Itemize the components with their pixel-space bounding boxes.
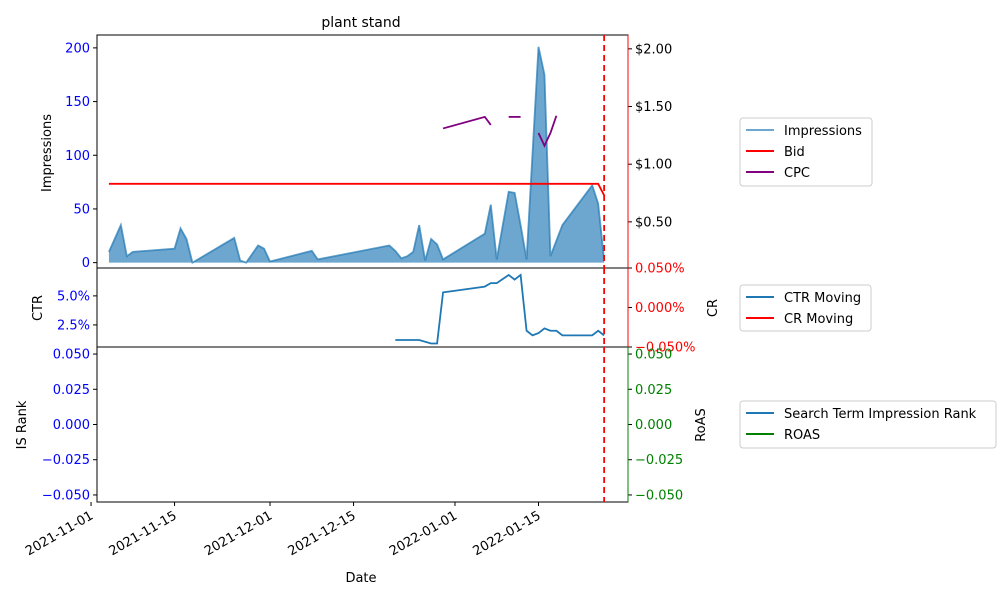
- bottom-left-ylabel: IS Rank: [15, 400, 30, 449]
- top-panel: 0 50 100 150 200 $0.50 $1.00 $1.50 $2.00: [65, 35, 672, 271]
- x-tick-label: 2022-01-15: [471, 508, 544, 559]
- top-left-tick-label: 50: [73, 202, 90, 217]
- x-tick-label: 2021-11-01: [23, 508, 96, 559]
- legend-label-cpc: CPC: [784, 166, 810, 181]
- x-tick-label: 2022-01-01: [387, 508, 460, 559]
- top-series-impressions-line: [108, 46, 606, 265]
- middle-left-tick-label: 2.5%: [57, 318, 90, 333]
- legend-label-ctr-moving: CTR Moving: [784, 291, 861, 306]
- middle-left-ylabel: CTR: [31, 295, 46, 321]
- bottom-left-tick-label: 0.000: [53, 418, 90, 433]
- legend-label-is-rank: Search Term Impression Rank: [784, 407, 977, 422]
- middle-panel: 2.5% 5.0% −0.050% 0.000% 0.050%: [57, 262, 696, 356]
- legend-label-cr-moving: CR Moving: [784, 312, 853, 327]
- top-right-tick-label: $0.50: [635, 215, 672, 230]
- x-axis-label: Date: [345, 571, 376, 586]
- middle-right-tick-label: 0.000%: [635, 301, 685, 316]
- legend-bottom: Search Term Impression Rank ROAS: [739, 400, 997, 449]
- legend-label-impressions: Impressions: [784, 124, 862, 139]
- middle-panel-frame: [96, 267, 629, 348]
- top-left-tick-label: 100: [65, 149, 90, 164]
- bottom-left-tick-label: −0.025: [42, 453, 90, 468]
- bottom-right-tick-label: 0.025: [635, 383, 672, 398]
- middle-left-tick-label: 5.0%: [57, 289, 90, 304]
- bottom-right-tick-label: 0.050: [635, 348, 672, 363]
- bottom-right-tick-label: 0.000: [635, 418, 672, 433]
- top-left-ylabel: Impressions: [40, 114, 55, 192]
- top-series-cpc-segment: [442, 115, 492, 130]
- bottom-right-tick-label: −0.050: [635, 488, 683, 503]
- bottom-right-tick-label: −0.025: [635, 453, 683, 468]
- legend-label-bid: Bid: [784, 145, 805, 160]
- top-right-tick-label: $1.50: [635, 100, 672, 115]
- bottom-left-tick-label: −0.050: [42, 488, 90, 503]
- top-right-tick-label: $2.00: [635, 42, 672, 57]
- bottom-panel: −0.050 −0.025 0.000 0.025 0.050 −0.050 −0.025 0…: [42, 347, 683, 503]
- top-right-tick-label: $1.00: [635, 158, 672, 173]
- x-axis: 2021-11-01 2021-11-15 2021-12-01 2021-12-15…: [23, 502, 544, 559]
- x-tick-label: 2021-12-01: [202, 508, 275, 559]
- top-series-impressions-area: [108, 46, 605, 263]
- legend-label-roas: ROAS: [784, 428, 820, 443]
- bottom-left-tick-label: 0.025: [53, 383, 90, 398]
- top-left-tick-label: 200: [65, 41, 90, 56]
- x-tick-label: 2021-12-15: [286, 508, 359, 559]
- top-left-tick-label: 150: [65, 95, 90, 110]
- x-tick-label: 2021-11-15: [107, 508, 180, 559]
- middle-series-ctr-moving-line: [395, 273, 605, 345]
- bottom-panel-frame: [96, 346, 629, 503]
- legend-top: Impressions Bid CPC: [739, 117, 873, 187]
- legend-middle: CTR Moving CR Moving: [739, 284, 872, 332]
- bottom-left-tick-label: 0.050: [53, 348, 90, 363]
- top-series-bid-line: [108, 182, 605, 196]
- top-left-tick-label: 0: [82, 256, 90, 271]
- top-series-cpc-segment: [537, 115, 558, 148]
- middle-right-tick-label: 0.050%: [635, 262, 685, 277]
- middle-right-ylabel: CR: [706, 299, 721, 317]
- middle-right-tick-label: −0.050%: [635, 341, 695, 356]
- bottom-right-ylabel: RoAS: [694, 408, 709, 442]
- chart-title: plant stand: [321, 15, 400, 31]
